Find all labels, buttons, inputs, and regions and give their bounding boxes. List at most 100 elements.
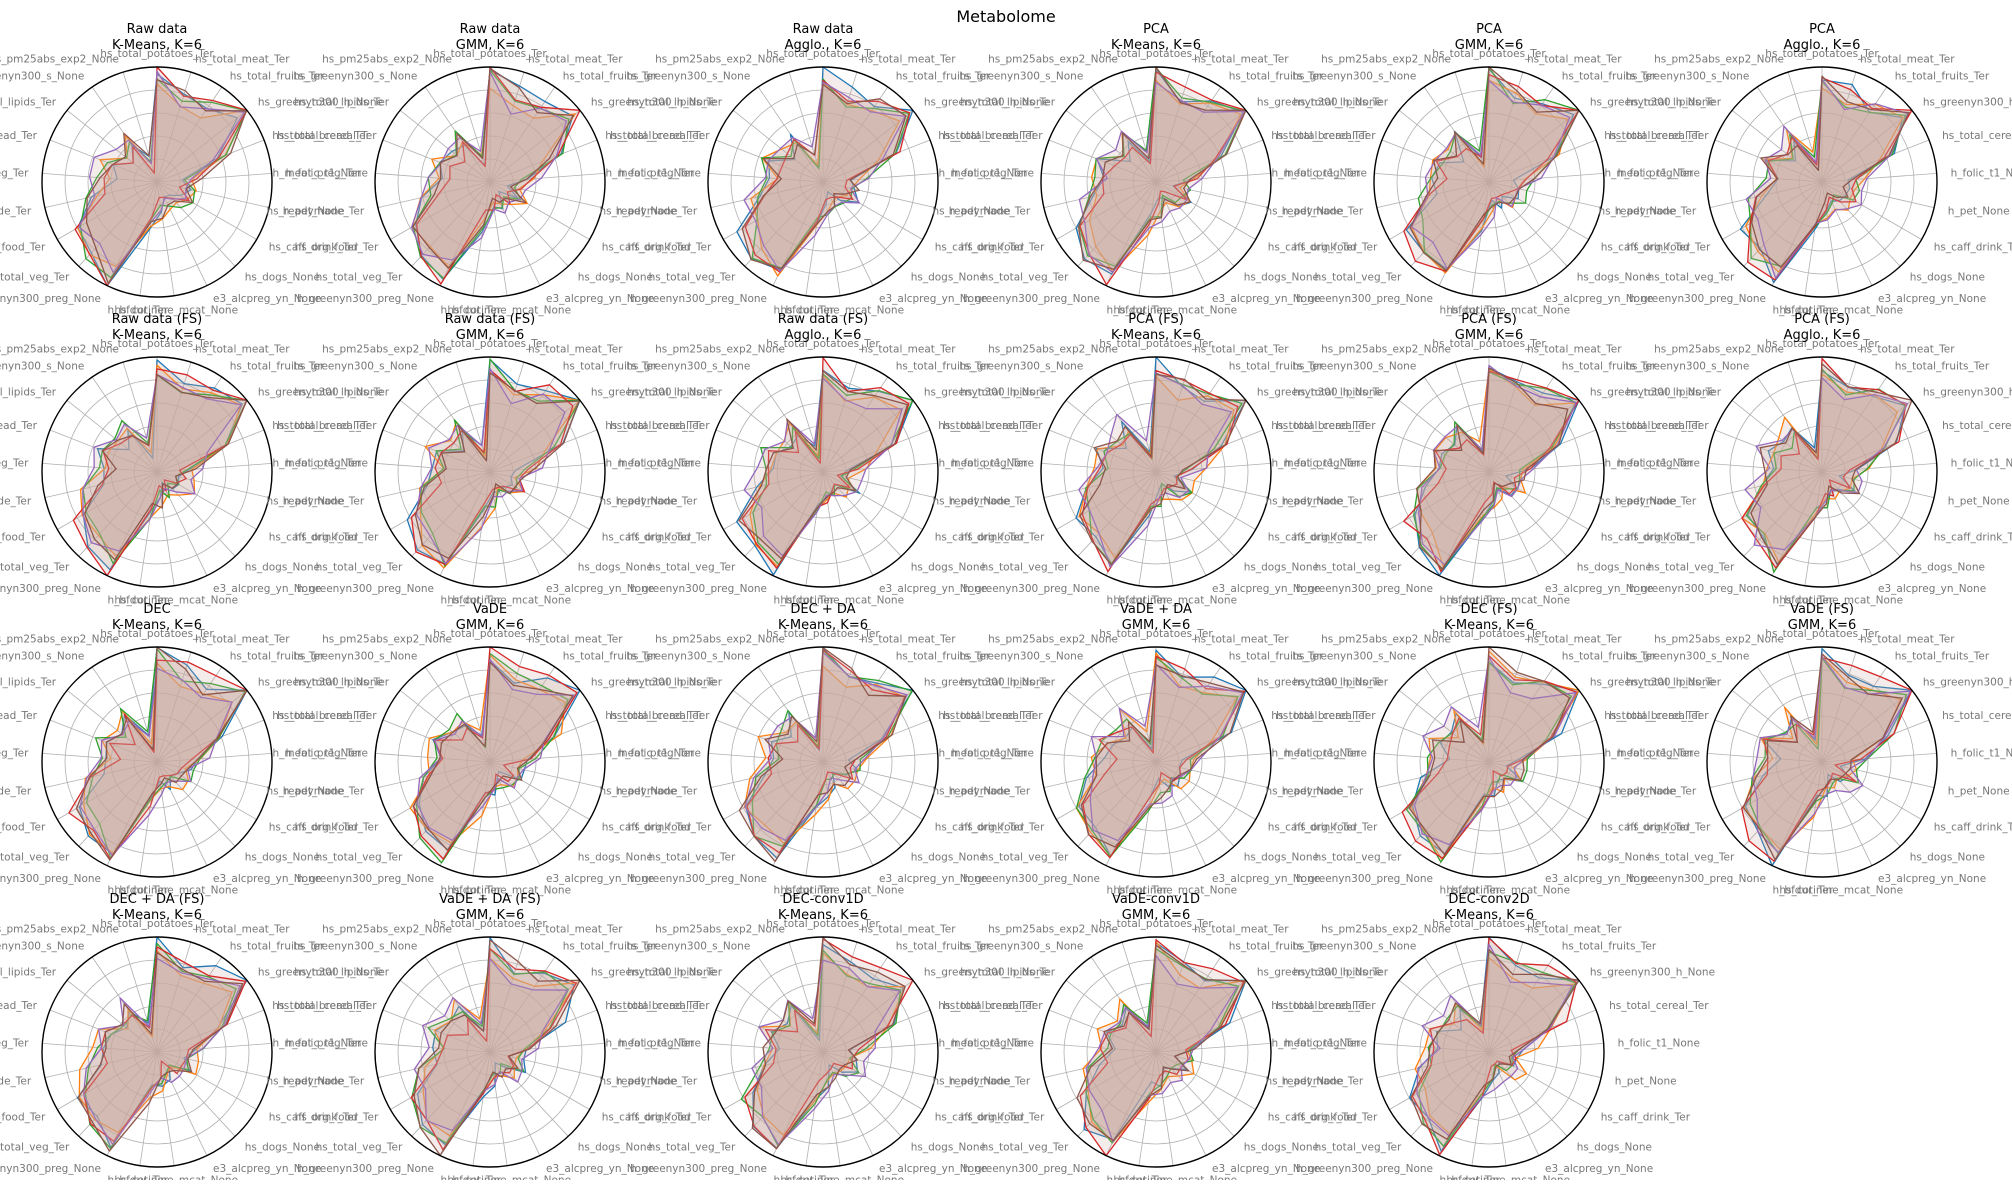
grid-spoke [1374,753,1490,763]
grid-spoke [1389,471,1490,530]
axis-label: hs_greenyn300_s_None [1625,70,1749,82]
axis-label: hs_org_food_Ter [961,532,1045,544]
axis-label: hs_readymade_Ter [0,786,32,798]
axis-label: hs_cotinine_mcat_None [780,305,904,317]
grid-spoke [1488,761,1589,820]
grid-spoke [411,471,491,557]
grid-spoke [57,761,158,820]
axis-label: h_greenyn300_preg_None [1296,583,1433,595]
series-polygon [83,662,233,854]
axis-label: hs_cotinine_mcat_None [114,595,238,607]
series-polygon [1744,377,1909,551]
axis-label: hs_total_veg_Ter [649,562,736,574]
axis-label: hs_total_veg_Ter [0,562,70,574]
grid-spoke [822,181,936,208]
grid-spoke [399,399,491,473]
axis-label: hs_dogs_None [1910,852,1985,864]
outer-ring [1373,356,1605,588]
axis-label: hs_greenyn300_h_None [1257,967,1382,979]
grid-spoke [1155,1051,1174,1166]
axis-label: hs_caff_drink_Ter [935,532,1025,544]
grid-spoke [1155,1051,1256,1110]
axis-label: h_bfdur_Ter [1773,885,1834,897]
grid-spoke [1389,761,1490,820]
axis-label: hs_greenyn300_s_None [1625,650,1749,662]
grid-spoke [822,1051,902,1137]
axis-label: hs_caff_drink_Ter [935,822,1025,834]
grid-spoke [1155,689,1247,763]
axis-label: hs_total_potatoes_Ter [1099,338,1213,350]
grid-spoke [375,173,491,183]
axis-label: e3_alcpreg_yn_None [546,293,654,305]
axis-label: h_pet_None [1948,786,2010,798]
axis-label: h_meat_preg_Ter [272,1037,362,1049]
axis-label: hs_total_fruits_Ter [1895,360,1990,372]
panel-title-line1: Raw data (FS) [112,312,203,327]
axis-label: hs_total_veg_Ter [982,852,1069,864]
axis-label: hs_greenyn300_s_None [293,360,417,372]
series-polygon [418,659,581,851]
series-polygon [1413,656,1577,846]
grid-spoke [1488,399,1580,473]
axis-label: hs_greenyn300_s_None [1625,360,1749,372]
axis-label: hs_greenyn300_h_None [258,97,383,109]
axis-label: hs_cotinine_mcat_None [1446,885,1570,897]
axis-label: h_meat_preg_Ter [272,457,362,469]
axis-label: hs_pm25abs_exp2_None [1321,344,1451,356]
series-polygon [416,66,581,285]
axis-label: hs_total_lipids_Ter [627,677,723,689]
grid-spoke [156,1051,257,1110]
axis-label: h_pet_None [616,1076,678,1088]
series-polygon [410,369,574,566]
axis-label: h_pet_None [1615,206,1677,218]
panel-title-line1: Raw data [127,22,188,37]
grid-spoke [489,463,605,473]
series-polygon [415,367,566,565]
series-polygon [1741,656,1913,862]
grid-spoke [1488,1051,1602,1078]
axis-label: hs_total_cereal_Ter [277,130,377,142]
grid-spoke [1821,761,1840,876]
grid-spoke [1821,471,1935,498]
axis-label: hs_pm25abs_exp2_None [655,54,785,66]
grid-spoke [1138,471,1157,586]
panel-title-line1: VaDE [473,602,507,617]
grid-spoke [1438,471,1490,576]
grid-spoke [156,956,223,1053]
outer-ring [1040,356,1272,588]
axis-label: hs_cotinine_mcat_None [447,885,571,897]
outer-ring [41,356,273,588]
series-polygon [1750,363,1913,565]
axis-label: hs_total_fruits_Ter [1229,650,1324,662]
grid-spoke [156,1051,270,1078]
grid-spoke [375,753,491,763]
axis-label: h_meat_preg_Ter [605,1037,695,1049]
axis-label: hs_dogs_None [1577,562,1652,574]
axis-label: hs_total_meat_Ter [861,54,956,66]
axis-label: hs_dogs_None [578,852,653,864]
grid-spoke [1155,956,1222,1053]
axis-label: hs_org_food_Ter [295,822,379,834]
axis-label: e3_alcpreg_yn_None [879,873,987,885]
grid-spoke [822,173,938,183]
axis-label: h_pet_None [1282,496,1344,508]
grid-spoke [1056,761,1157,820]
grid-spoke [489,651,525,763]
grid-spoke [1155,1043,1271,1053]
axis-label: e3_alcpreg_yn_None [1878,293,1986,305]
axis-label: hs_pm25abs_exp2_None [655,924,785,936]
axis-label: hs_pm25abs_exp2_None [655,634,785,646]
grid-spoke [1155,1051,1235,1137]
axis-label: hs_org_food_Ter [1294,532,1378,544]
axis-label: h_bfdur_Ter [774,305,835,317]
axis-label: hs_total_meat_Ter [1527,344,1622,356]
grid-spoke [1376,181,1490,208]
axis-label: hs_cotinine_mcat_None [780,885,904,897]
axis-label: hs_total_potatoes_Ter [766,918,880,930]
radar-panel: hs_total_potatoes_Terhs_total_meat_Terhs… [0,602,383,897]
axis-label: h_greenyn300_preg_None [297,293,434,305]
grid-spoke [1389,1051,1490,1110]
grid-spoke [1821,173,1937,183]
grid-spoke [1155,429,1264,473]
axis-label: hs_total_lipids_Ter [0,97,57,109]
